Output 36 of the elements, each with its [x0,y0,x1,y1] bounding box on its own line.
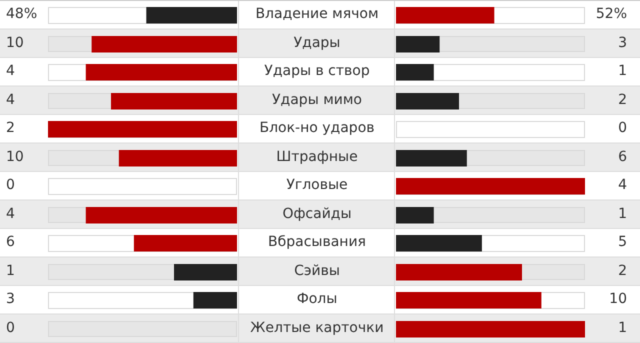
category-label: Желтые карточки [249,318,385,338]
data-label: 4 [618,176,627,195]
data-label: 10 [6,148,24,166]
category-label: Сэйвы [293,262,341,280]
data-label: 1 [6,262,15,280]
data-label: 0 [618,119,627,138]
data-label: 3 [6,290,15,309]
data-label: 0 [6,318,15,338]
data-label: 3 [618,34,627,52]
category-label: Удары мимо [271,90,363,110]
data-label: 2 [618,262,627,280]
data-label: 48% [6,5,38,24]
category-label: Офсайды [281,204,353,224]
data-label: 52% [596,5,627,24]
data-label: 2 [6,119,15,138]
data-label: 2 [618,90,627,110]
data-label: 1 [618,62,627,81]
category-label: Фолы [296,290,338,309]
data-label: 4 [6,204,15,224]
category-label: Владение мячом [254,5,380,24]
data-label: 10 [6,34,24,52]
data-label: 1 [618,318,627,338]
category-label: Угловые [285,176,349,195]
data-label: 10 [609,290,627,309]
data-label: 6 [6,233,15,252]
category-label: Удары в створ [263,62,371,81]
data-label: 4 [6,62,15,81]
category-label: Вбрасывания [267,233,367,252]
category-label: Штрафные [275,148,359,166]
data-label: 1 [618,204,627,224]
data-label: 5 [618,233,627,252]
data-label: 0 [6,176,15,195]
category-label: Блок-но ударов [258,119,376,138]
data-label: 6 [618,148,627,166]
category-label: Удары [292,34,342,52]
data-label: 4 [6,90,15,110]
